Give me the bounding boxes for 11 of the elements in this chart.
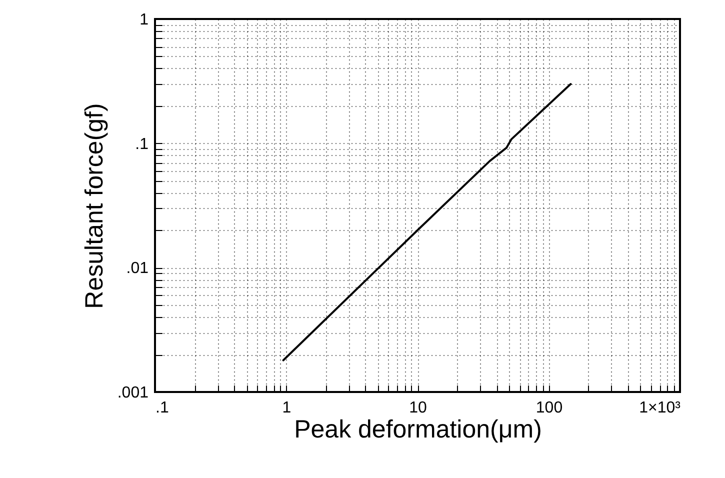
- x-tick-label: .1: [156, 400, 169, 416]
- x-tick-label: 1: [282, 400, 292, 416]
- y-tick-label: .01: [126, 260, 149, 278]
- y-tick-label: .1: [135, 136, 149, 153]
- x-tick-label: 10: [409, 400, 427, 416]
- y-axis-title: Resultant force(gf): [80, 103, 108, 309]
- x-tick-label: 1×10³: [639, 400, 682, 416]
- x-axis-title: Peak deformation(μm): [294, 416, 542, 444]
- y-tick-label: 1: [140, 12, 149, 28]
- x-tick-label: 100: [536, 400, 563, 416]
- y-tick-label: .001: [117, 384, 149, 402]
